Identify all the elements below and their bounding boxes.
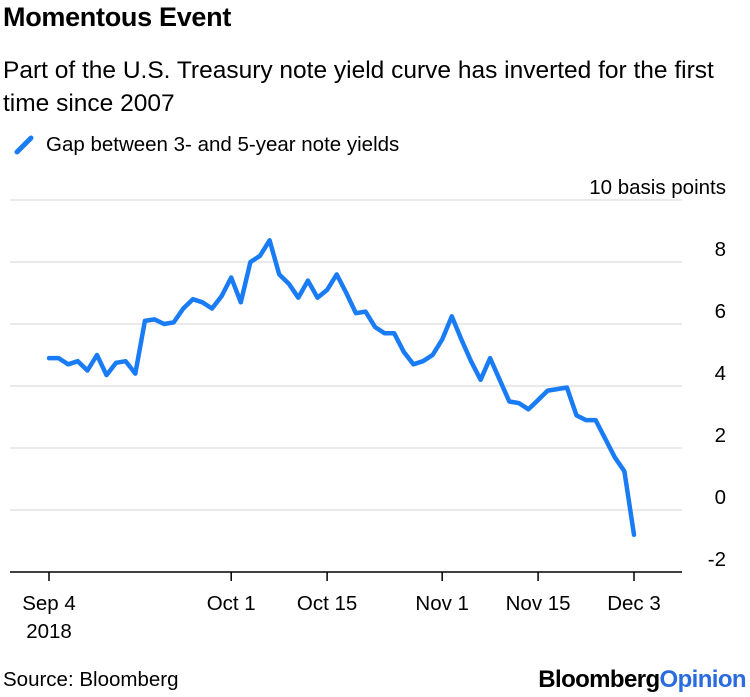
legend: Gap between 3- and 5-year note yields bbox=[14, 133, 399, 157]
y-tick-label: -2 bbox=[708, 548, 726, 571]
y-tick-label: 10 basis points bbox=[589, 176, 726, 199]
brand-logo-part1: Bloomberg bbox=[538, 666, 660, 693]
series-line bbox=[46, 238, 637, 538]
brand-logo-part2: Opinion bbox=[659, 666, 747, 693]
x-year-label: 2018 bbox=[26, 620, 72, 643]
y-tick-label: 4 bbox=[715, 362, 726, 385]
y-tick-label: 0 bbox=[715, 486, 726, 509]
x-tick-label: Oct 1 bbox=[207, 592, 256, 615]
brand-logo: BloombergOpinion bbox=[538, 666, 746, 694]
y-tick-label: 6 bbox=[715, 300, 726, 323]
x-tick-label: Sep 4 bbox=[22, 592, 76, 615]
x-tick-label: Dec 3 bbox=[607, 592, 661, 615]
chart-subtitle: Part of the U.S. Treasury note yield cur… bbox=[3, 57, 714, 117]
x-tick-label: Oct 15 bbox=[297, 592, 357, 615]
x-tick-label: Nov 15 bbox=[506, 592, 571, 615]
x-tick-label: Nov 1 bbox=[415, 592, 469, 615]
y-tick-label: 2 bbox=[715, 424, 726, 447]
legend-line-icon bbox=[14, 135, 34, 155]
source-note: Source: Bloomberg bbox=[3, 668, 179, 691]
legend-label: Gap between 3- and 5-year note yields bbox=[46, 133, 400, 156]
y-tick-label: 8 bbox=[715, 238, 726, 261]
chart-title: Momentous Event bbox=[3, 2, 232, 32]
